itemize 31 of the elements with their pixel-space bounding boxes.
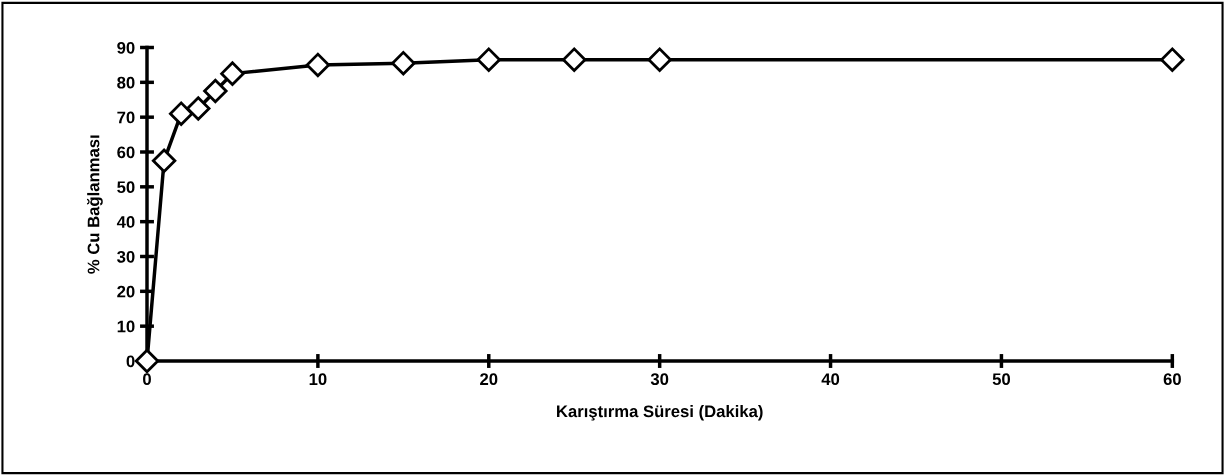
y-tick-label: 80	[117, 76, 135, 89]
x-tick-label: 0	[143, 373, 151, 386]
y-tick-label: 60	[117, 146, 135, 159]
point	[562, 47, 587, 72]
x-tick-label: 30	[650, 373, 669, 386]
x-tick-label: 50	[992, 373, 1011, 386]
x-axis-title: Karıştırma Süresi (Dakika)	[557, 405, 763, 421]
y-tick-label: 70	[117, 111, 135, 124]
point	[1160, 47, 1185, 72]
point	[647, 47, 672, 72]
x-tick-label: 40	[821, 373, 840, 386]
point	[391, 50, 416, 76]
x-tick-label: 60	[1163, 373, 1181, 386]
y-tick-label: 30	[117, 250, 135, 263]
y-tick-label: 90	[117, 41, 135, 54]
point	[151, 148, 177, 173]
y-tick-label: 0	[126, 355, 135, 368]
point	[134, 348, 160, 374]
point	[220, 61, 245, 86]
y-axis-title: % Cu Bağlanması	[86, 135, 103, 274]
point	[203, 78, 228, 104]
y-tick-label: 20	[117, 285, 135, 298]
point	[305, 52, 331, 78]
x-tick-label: 10	[309, 373, 327, 386]
y-tick-label: 50	[117, 181, 135, 194]
y-tick-label: 10	[117, 320, 135, 333]
x-tick-label: 20	[480, 373, 498, 386]
point	[168, 101, 194, 126]
point	[186, 96, 211, 121]
y-tick-label: 40	[116, 216, 135, 228]
point	[476, 47, 501, 72]
